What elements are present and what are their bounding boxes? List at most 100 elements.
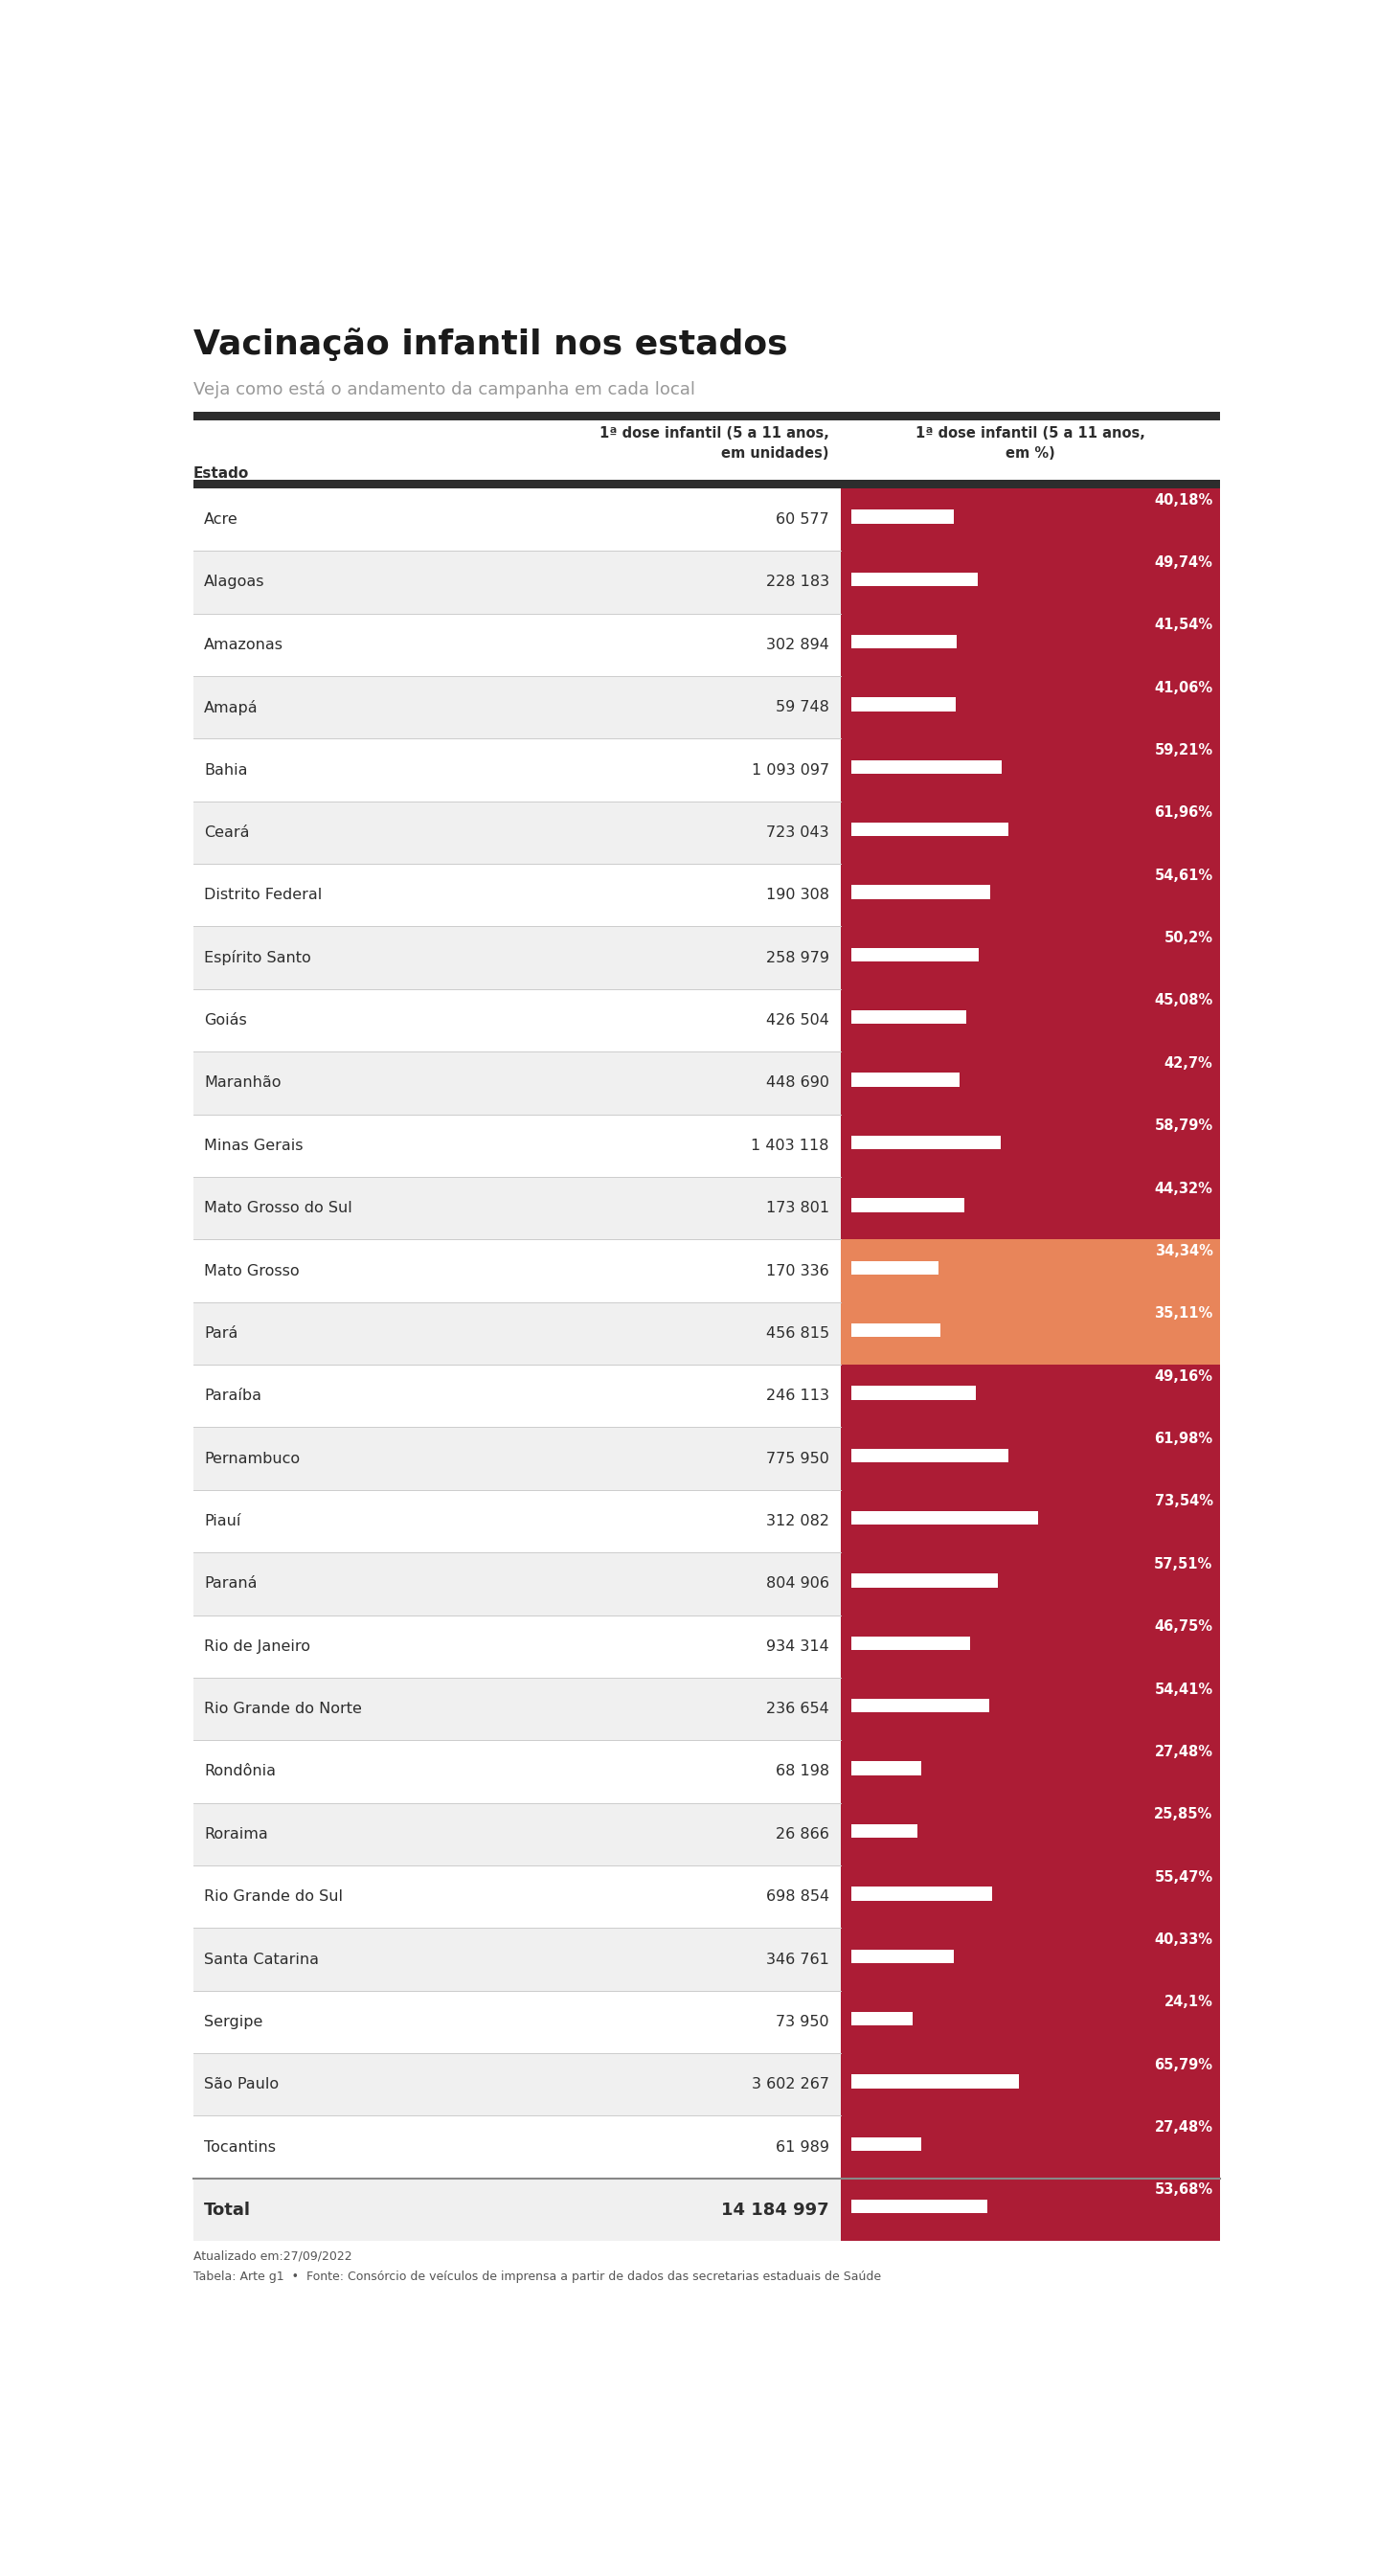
Bar <box>840 1115 1220 1177</box>
Text: 50,2%: 50,2% <box>1164 930 1214 945</box>
Text: 1ª dose infantil (5 a 11 anos,
em unidades): 1ª dose infantil (5 a 11 anos, em unidad… <box>600 428 829 461</box>
Text: Acre: Acre <box>204 513 239 526</box>
Bar <box>840 1301 1220 1365</box>
Bar <box>193 613 840 675</box>
Bar <box>193 489 840 551</box>
Text: 45,08%: 45,08% <box>1154 994 1214 1007</box>
Text: Vacinação infantil nos estados: Vacinação infantil nos estados <box>193 327 787 361</box>
Text: 1ª dose infantil (5 a 11 anos,
em %): 1ª dose infantil (5 a 11 anos, em %) <box>916 428 1145 461</box>
Bar <box>840 2053 1220 2115</box>
Bar <box>193 1115 840 1177</box>
Text: Amazonas: Amazonas <box>204 639 284 652</box>
Text: 55,47%: 55,47% <box>1154 1870 1214 1883</box>
Bar <box>840 1741 1220 1803</box>
Bar <box>193 1177 840 1239</box>
Text: Mato Grosso do Sul: Mato Grosso do Sul <box>204 1200 353 1216</box>
Bar <box>193 2053 840 2115</box>
Text: 448 690: 448 690 <box>765 1077 829 1090</box>
Text: Rio de Janeiro: Rio de Janeiro <box>204 1638 310 1654</box>
Bar <box>851 1512 1038 1525</box>
Bar <box>851 1386 976 1399</box>
Bar <box>851 1950 954 1963</box>
Bar <box>193 1239 840 1301</box>
Text: Paraná: Paraná <box>204 1577 258 1592</box>
Bar <box>193 1991 840 2053</box>
Bar <box>851 1762 921 1775</box>
Text: 934 314: 934 314 <box>767 1638 829 1654</box>
Text: 65,79%: 65,79% <box>1154 2058 1214 2071</box>
Bar <box>840 1865 1220 1927</box>
Text: Ceará: Ceará <box>204 824 250 840</box>
Text: 60 577: 60 577 <box>776 513 829 526</box>
Bar <box>840 1927 1220 1991</box>
Text: Santa Catarina: Santa Catarina <box>204 1953 319 1965</box>
Text: 41,06%: 41,06% <box>1154 680 1214 696</box>
Bar <box>840 1615 1220 1677</box>
Bar <box>851 822 1008 837</box>
Bar <box>840 1051 1220 1115</box>
Text: Roraima: Roraima <box>204 1826 268 1842</box>
Text: Maranhão: Maranhão <box>204 1077 281 1090</box>
Text: 58,79%: 58,79% <box>1154 1118 1214 1133</box>
Bar <box>193 1865 840 1927</box>
Bar <box>840 551 1220 613</box>
Bar <box>840 863 1220 927</box>
Text: 26 866: 26 866 <box>775 1826 829 1842</box>
Bar <box>193 1927 840 1991</box>
Bar <box>840 2115 1220 2179</box>
Bar <box>193 551 840 613</box>
Bar <box>851 1324 940 1337</box>
Bar <box>840 1803 1220 1865</box>
Text: Sergipe: Sergipe <box>204 2014 263 2030</box>
Bar <box>840 2179 1220 2241</box>
Bar <box>840 927 1220 989</box>
Text: 44,32%: 44,32% <box>1154 1182 1214 1195</box>
Bar <box>193 989 840 1051</box>
Text: 170 336: 170 336 <box>767 1265 829 1278</box>
Text: 24,1%: 24,1% <box>1164 1994 1214 2009</box>
Text: Alagoas: Alagoas <box>204 574 265 590</box>
Bar <box>193 739 840 801</box>
Text: 61 989: 61 989 <box>775 2141 829 2154</box>
Text: Estado: Estado <box>193 466 250 482</box>
Text: 34,34%: 34,34% <box>1154 1244 1214 1257</box>
Text: 41,54%: 41,54% <box>1154 618 1214 631</box>
Text: Tocantins: Tocantins <box>204 2141 276 2154</box>
Bar <box>851 1886 993 1901</box>
Bar <box>193 412 1220 420</box>
Text: 40,33%: 40,33% <box>1154 1932 1214 1947</box>
Text: Paraíba: Paraíba <box>204 1388 262 1404</box>
Text: 54,41%: 54,41% <box>1154 1682 1214 1698</box>
Text: 302 894: 302 894 <box>767 639 829 652</box>
Text: 346 761: 346 761 <box>767 1953 829 1965</box>
Text: 228 183: 228 183 <box>765 574 829 590</box>
Text: 236 654: 236 654 <box>767 1703 829 1716</box>
Text: Distrito Federal: Distrito Federal <box>204 889 323 902</box>
Text: Rondônia: Rondônia <box>204 1765 276 1777</box>
Text: 42,7%: 42,7% <box>1164 1056 1214 1072</box>
Text: 258 979: 258 979 <box>765 951 829 966</box>
Text: 59,21%: 59,21% <box>1154 742 1214 757</box>
Text: 246 113: 246 113 <box>765 1388 829 1404</box>
Bar <box>193 1427 840 1489</box>
Bar <box>851 1198 964 1211</box>
Text: Atualizado em:27/09/2022: Atualizado em:27/09/2022 <box>193 2249 352 2262</box>
Bar <box>851 510 953 523</box>
Text: 27,48%: 27,48% <box>1154 1744 1214 1759</box>
Bar <box>840 1177 1220 1239</box>
Text: Bahia: Bahia <box>204 762 248 778</box>
Bar <box>193 801 840 863</box>
Text: Piauí: Piauí <box>204 1515 241 1528</box>
Text: 456 815: 456 815 <box>765 1327 829 1340</box>
Text: 73 950: 73 950 <box>776 2014 829 2030</box>
Text: 3 602 267: 3 602 267 <box>752 2076 829 2092</box>
Bar <box>851 1074 960 1087</box>
Bar <box>851 760 1001 773</box>
Bar <box>840 1553 1220 1615</box>
Bar <box>193 2179 840 2241</box>
Bar <box>840 989 1220 1051</box>
Bar <box>851 886 990 899</box>
Text: Rio Grande do Sul: Rio Grande do Sul <box>204 1891 343 1904</box>
Text: 61,96%: 61,96% <box>1154 806 1214 819</box>
Bar <box>851 2200 987 2213</box>
